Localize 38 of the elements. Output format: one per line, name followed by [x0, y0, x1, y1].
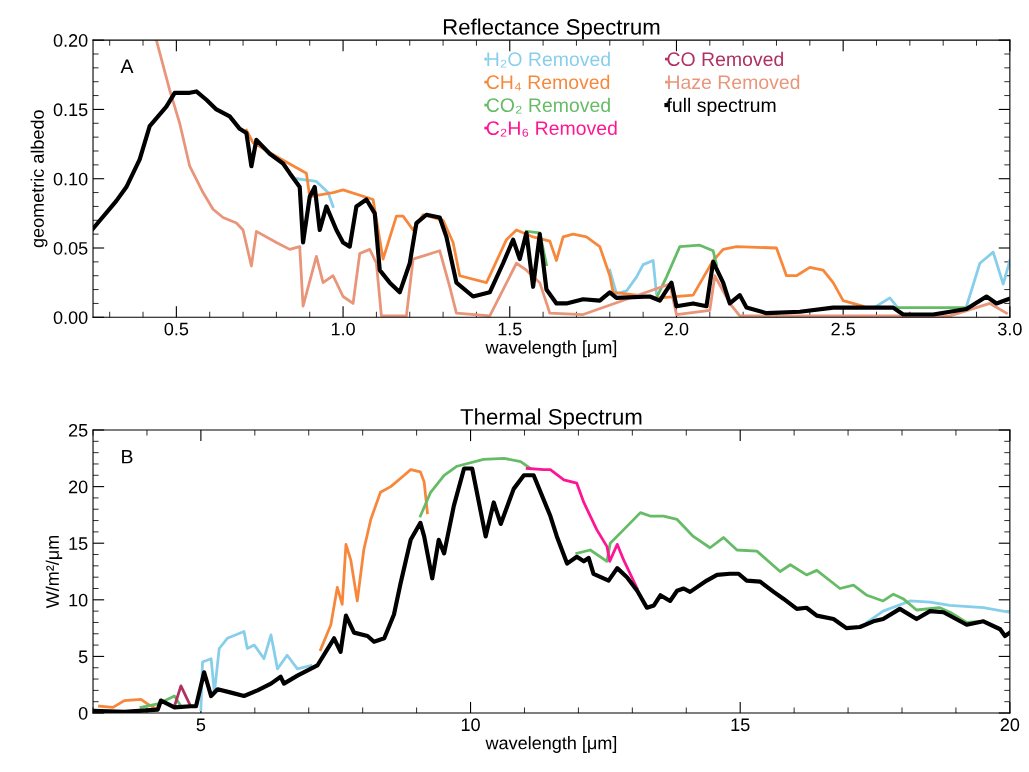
x-tick-label: 5	[196, 718, 206, 732]
x-tick-label: 1.5	[498, 322, 522, 336]
x-tick-label: 15	[731, 718, 750, 732]
annotation: A	[120, 59, 134, 73]
y-tick-label: 25	[68, 423, 88, 437]
x-tick-label: 10	[461, 718, 480, 732]
legend-label: full spectrum	[666, 97, 776, 116]
annotation: B	[122, 449, 133, 464]
x-axis-title: wavelength [μm]	[485, 340, 617, 358]
y-tick-label: 0.00	[53, 311, 88, 325]
x-tick-label: 2.5	[831, 322, 855, 336]
line-series	[154, 40, 1008, 318]
x-axis-title: wavelength [μm]	[485, 736, 617, 753]
legend-label: Haze Removed	[668, 74, 800, 90]
legend-label: CO Removed	[667, 51, 784, 67]
x-tick-label: 20	[1000, 718, 1020, 732]
y-tick-label: 0.05	[53, 241, 88, 255]
x-tick-label: 2.0	[664, 322, 689, 336]
x-tick-label: 3.0	[998, 322, 1022, 336]
y-tick-label: 15	[69, 537, 88, 550]
y-tick-label: 5	[78, 650, 88, 664]
legend-label: C₂H₆ Removed	[486, 120, 617, 137]
chart-title: Reflectance Spectrum	[443, 18, 660, 40]
y-tick-label: 0.20	[53, 34, 88, 47]
legend-label: CO₂ Removed	[486, 97, 610, 114]
y-tick-label: 0.15	[53, 103, 88, 117]
y-tick-label: 0.10	[53, 172, 88, 186]
chart-title: Thermal Spectrum	[460, 408, 642, 430]
x-tick-label: 0.5	[164, 322, 189, 336]
line-series	[525, 467, 639, 590]
y-axis-title: geometric albedo	[30, 110, 48, 248]
legend-label: H₂O Removed	[487, 51, 610, 68]
y-tick-label: 0	[78, 706, 88, 720]
y-tick-label: 20	[68, 480, 88, 494]
y-tick-label: 10	[69, 593, 88, 607]
y-axis-title: W/m²/μm	[45, 535, 63, 609]
legend-label: CH₄ Removed	[486, 74, 610, 91]
x-tick-label: 1.0	[331, 322, 355, 336]
